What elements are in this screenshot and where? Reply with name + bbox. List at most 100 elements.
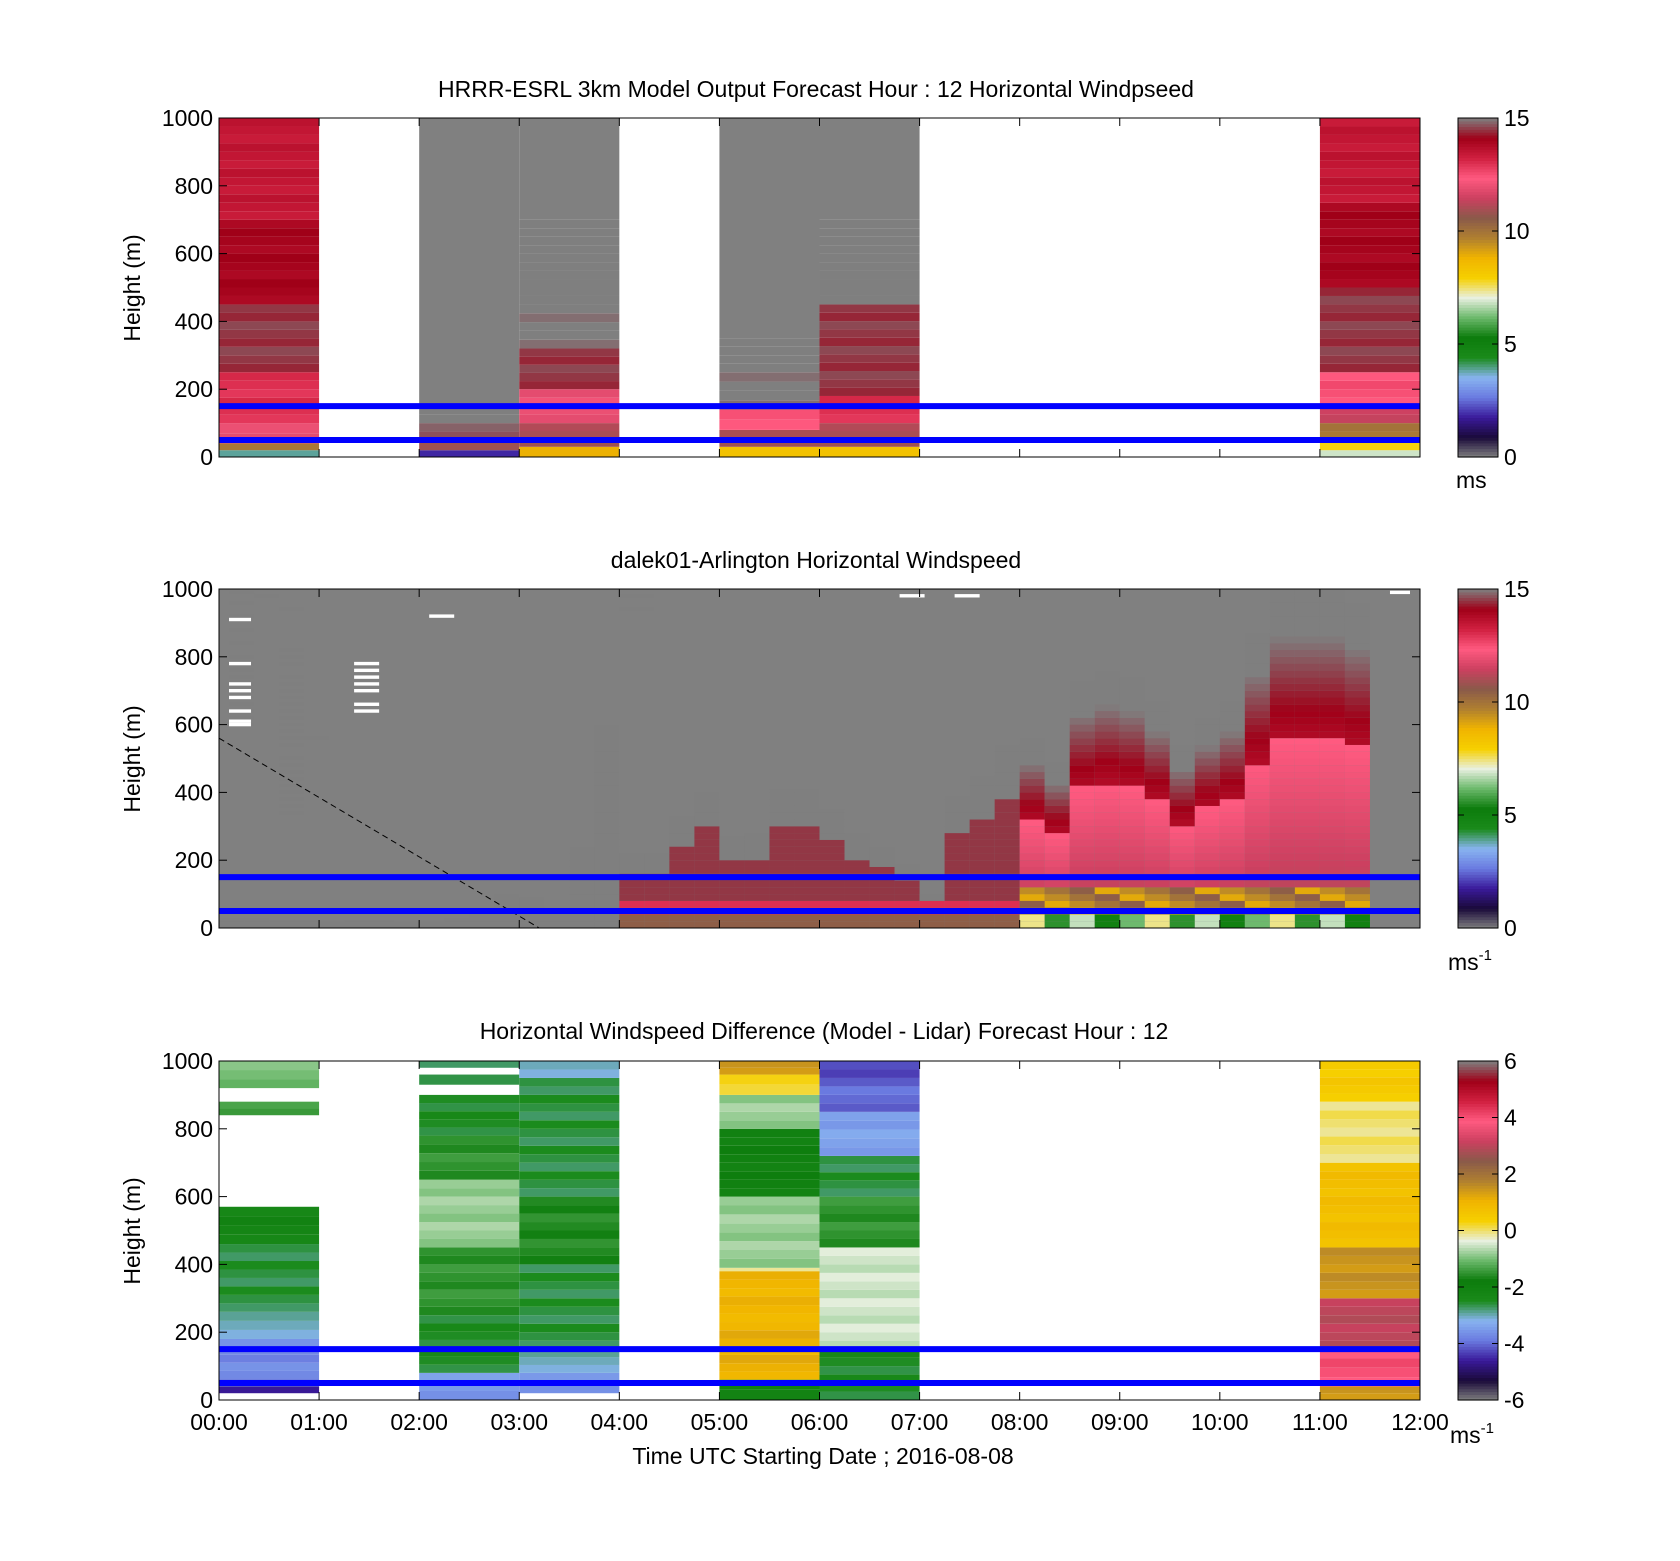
heatmap-cell-55 bbox=[594, 853, 620, 861]
heatmap-cell-186 bbox=[794, 900, 820, 908]
heatmap-cell-591 bbox=[1219, 914, 1245, 922]
colorbar-swatch bbox=[1458, 1086, 1498, 1090]
heatmap-cell-669 bbox=[1269, 914, 1295, 922]
heatmap-cell-450 bbox=[1094, 738, 1120, 745]
heatmap-cell-126 bbox=[1319, 355, 1420, 364]
y-tick-label: 0 bbox=[200, 1387, 213, 1413]
colorbar-swatch bbox=[1458, 724, 1498, 729]
white-gate bbox=[229, 661, 252, 666]
heatmap-cell-488 bbox=[1119, 738, 1145, 745]
heatmap-cell-487 bbox=[1119, 744, 1145, 752]
colorbar-swatch bbox=[1458, 1357, 1498, 1362]
colorbar-swatch bbox=[1458, 718, 1498, 723]
heatmap-cell-161 bbox=[819, 1247, 920, 1256]
colorbar-swatch bbox=[1458, 1267, 1498, 1271]
heatmap-cell-374 bbox=[1044, 833, 1070, 840]
heatmap-cell-120 bbox=[1319, 406, 1420, 415]
heatmap-cell-252 bbox=[894, 894, 920, 901]
heatmap-cell-32 bbox=[219, 177, 320, 186]
heatmap-cell-718 bbox=[1294, 921, 1320, 928]
heatmap-cell-716 bbox=[1269, 595, 1295, 603]
heatmap-cell-100 bbox=[819, 337, 920, 347]
heatmap-cell-307 bbox=[994, 914, 1020, 922]
heatmap-cell-443 bbox=[1094, 785, 1120, 793]
heatmap-cell-491 bbox=[1119, 717, 1145, 725]
heatmap-cell-855 bbox=[1344, 670, 1370, 678]
heatmap-cell-458 bbox=[1094, 683, 1120, 691]
heatmap-cell-42 bbox=[419, 1264, 520, 1273]
heatmap-cell-127 bbox=[1319, 346, 1420, 356]
heatmap-cell-551 bbox=[1169, 792, 1195, 800]
heatmap-cell-831 bbox=[1344, 833, 1370, 840]
heatmap-cell-201 bbox=[794, 799, 820, 806]
heatmap-cell-117 bbox=[1319, 431, 1420, 441]
heatmap-cell-119 bbox=[694, 887, 720, 895]
heatmap-cell-646 bbox=[1244, 772, 1270, 779]
heatmap-cell-590 bbox=[1219, 921, 1245, 928]
heatmap-cell-543 bbox=[1169, 846, 1195, 854]
colorbar-swatch bbox=[1458, 733, 1498, 737]
colorbar-swatch bbox=[1458, 1360, 1498, 1364]
colorbar-swatch bbox=[1458, 1261, 1498, 1266]
heatmap-cell-734 bbox=[1294, 812, 1320, 820]
colorbar-swatch bbox=[1458, 151, 1498, 156]
colorbar-swatch bbox=[1458, 428, 1498, 433]
heatmap-cell-29 bbox=[519, 897, 545, 901]
heatmap-cell-150 bbox=[819, 1340, 920, 1350]
colorbar-swatch bbox=[1458, 434, 1498, 438]
colorbar-swatch bbox=[1458, 423, 1498, 427]
colorbar-swatch bbox=[1458, 1114, 1498, 1119]
heatmap-cell-2 bbox=[219, 1370, 320, 1379]
heatmap-cell-213 bbox=[1319, 1145, 1420, 1154]
heatmap-cell-365 bbox=[1044, 894, 1070, 901]
heatmap-cell-810 bbox=[1319, 636, 1345, 644]
heatmap-cell-679 bbox=[1269, 846, 1295, 854]
heatmap-cell-816 bbox=[1319, 595, 1345, 603]
heatmap-cell-240 bbox=[869, 894, 895, 901]
colorbar-swatch bbox=[1458, 741, 1498, 745]
heatmap-cell-268 bbox=[944, 887, 970, 895]
y-tick-label: 200 bbox=[175, 1319, 213, 1345]
y-tick-label: 800 bbox=[175, 1116, 213, 1142]
x-tick-label: 08:00 bbox=[991, 1409, 1049, 1435]
heatmap-cell-556 bbox=[1169, 758, 1195, 766]
heatmap-cell-558 bbox=[1169, 744, 1195, 752]
heatmap-cell-780 bbox=[1319, 839, 1345, 847]
heatmap-cell-77 bbox=[719, 419, 820, 430]
heatmap-cell-749 bbox=[1294, 711, 1320, 718]
colorbar-swatch bbox=[1458, 1222, 1498, 1226]
colorbar-swatch bbox=[1458, 219, 1498, 224]
colorbar-swatch bbox=[1458, 225, 1498, 229]
heatmap-cell-659 bbox=[1244, 683, 1270, 691]
heatmap-cell-69 bbox=[519, 253, 620, 263]
heatmap-cell-744 bbox=[1294, 744, 1320, 752]
heatmap-cell-119 bbox=[719, 1267, 820, 1272]
colorbar-swatch bbox=[1458, 631, 1498, 635]
heatmap-cell-46 bbox=[594, 914, 620, 922]
heatmap-cell-94 bbox=[519, 1137, 620, 1146]
heatmap-cell-589 bbox=[1194, 717, 1220, 725]
heatmap-cell-74 bbox=[719, 446, 820, 457]
heatmap-cell-46 bbox=[519, 446, 620, 457]
heatmap-cell-380 bbox=[1044, 792, 1070, 800]
heatmap-cell-361 bbox=[1044, 921, 1070, 928]
heatmap-cell-65 bbox=[594, 785, 620, 793]
heatmap-cell-510 bbox=[1144, 839, 1170, 847]
heatmap-cell-294 bbox=[969, 846, 995, 854]
colorbar-swatch bbox=[1458, 174, 1498, 178]
heatmap-cell-818 bbox=[1344, 921, 1370, 928]
heatmap-cell-56 bbox=[519, 364, 620, 373]
heatmap-cell-13 bbox=[219, 338, 320, 347]
heatmap-cell-158 bbox=[819, 1272, 920, 1282]
heatmap-cell-124 bbox=[1319, 372, 1420, 381]
heatmap-cell-440 bbox=[1094, 805, 1120, 813]
heatmap-cell-115 bbox=[694, 914, 720, 922]
heatmap-cell-800 bbox=[1319, 704, 1345, 712]
y-tick-label: 600 bbox=[175, 1184, 213, 1210]
heatmap-cell-116 bbox=[1319, 440, 1420, 451]
colorbar-swatch bbox=[1458, 1236, 1498, 1240]
y-tick-label: 800 bbox=[175, 644, 213, 670]
heatmap-cell-31 bbox=[419, 1356, 520, 1365]
upper-gate bbox=[279, 736, 305, 741]
heatmap-cell-428 bbox=[1094, 887, 1120, 895]
